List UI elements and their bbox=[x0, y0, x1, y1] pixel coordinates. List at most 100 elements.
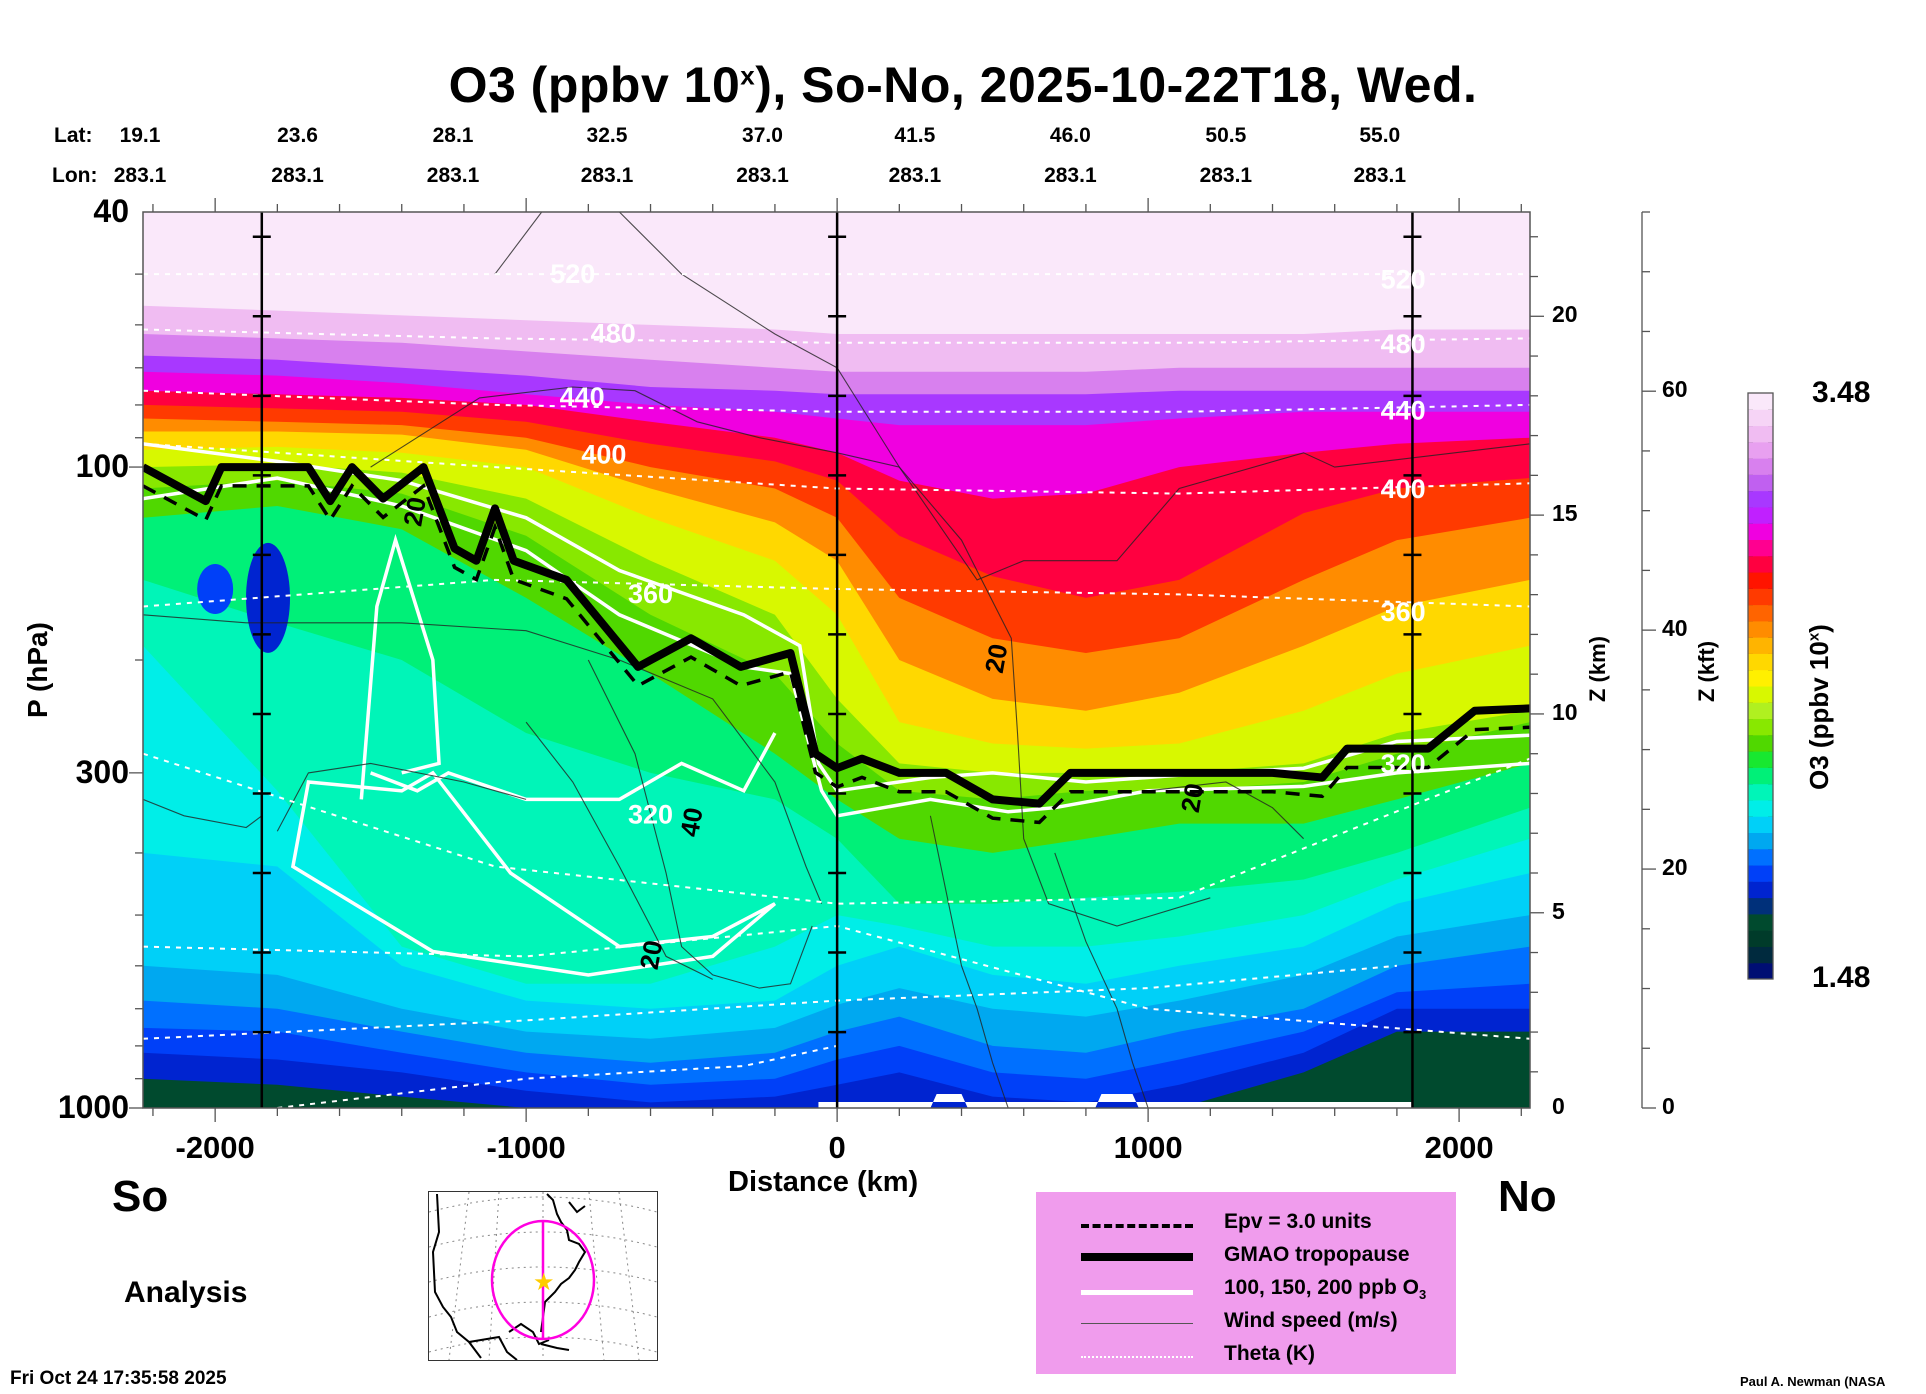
colorbar-swatch bbox=[1748, 962, 1773, 980]
wind-contour-line bbox=[525, 721, 713, 980]
map-graphic: ★ bbox=[428, 1191, 658, 1361]
theta-label-right: 520 bbox=[1381, 265, 1426, 295]
theta-label-right: 400 bbox=[1381, 474, 1426, 504]
ozone-low-pocket bbox=[197, 564, 234, 615]
colorbar-swatch bbox=[1748, 409, 1773, 427]
x-tick-label: -2000 bbox=[175, 1130, 255, 1165]
colorbar-swatch bbox=[1748, 718, 1773, 736]
legend-label: 100, 150, 200 ppb O3 bbox=[1224, 1276, 1426, 1302]
ozone-contour-line bbox=[143, 476, 1530, 818]
theta-label: 400 bbox=[581, 439, 626, 469]
legend: Epv = 3.0 units GMAO tropopause 100, 150, … bbox=[1036, 1192, 1456, 1374]
colorbar-min-label: 1.48 bbox=[1812, 961, 1871, 994]
theta-label-right: 360 bbox=[1381, 597, 1426, 627]
x-tick-label: 2000 bbox=[1424, 1130, 1494, 1165]
theta-label: 480 bbox=[591, 319, 636, 349]
ozone-band bbox=[143, 983, 1530, 1108]
theta-label: 320 bbox=[628, 800, 673, 830]
wind-contour-line bbox=[929, 815, 1009, 1108]
theta-label: 440 bbox=[560, 382, 605, 412]
contour-labels: 520 520 480 480 440 440 400 400 360 360 320 320 20 40… bbox=[397, 259, 1425, 972]
theta-label: 360 bbox=[628, 579, 673, 609]
z-kft-tick-label: 60 bbox=[1662, 376, 1688, 403]
colorbar-swatch bbox=[1748, 669, 1773, 687]
theta-contour-line bbox=[143, 752, 1530, 905]
lon-row-label: Lon: bbox=[52, 164, 98, 187]
legend-label: GMAO tropopause bbox=[1224, 1243, 1410, 1267]
lat-row: Lat: 19.1 23.6 28.1 32.5 37.0 41.5 46.0 50.5 55.… bbox=[0, 124, 1926, 154]
lat-value: 32.5 bbox=[586, 124, 628, 147]
analysis-label: Analysis bbox=[124, 1276, 248, 1309]
lon-value: 283.1 bbox=[1199, 164, 1253, 187]
colorbar-swatch bbox=[1748, 946, 1773, 964]
wind-contour-line bbox=[1054, 852, 1149, 1108]
colorbar-swatch bbox=[1748, 816, 1773, 833]
wind-label: 20 bbox=[397, 495, 432, 529]
lon-value: 283.1 bbox=[888, 164, 942, 187]
colorbar-swatch bbox=[1748, 881, 1773, 899]
z-km-tick-label: 10 bbox=[1552, 698, 1578, 725]
legend-item: Wind speed (m/s) bbox=[1036, 1309, 1456, 1339]
lon-value: 283.1 bbox=[271, 164, 324, 187]
legend-item: 100, 150, 200 ppb O3 bbox=[1036, 1276, 1456, 1306]
z-kft-axis-title: Z (kft) bbox=[1694, 640, 1719, 702]
legend-label: Theta (K) bbox=[1224, 1342, 1315, 1366]
p-tick-label: 1000 bbox=[57, 1089, 129, 1125]
z-km-tick-label: 20 bbox=[1552, 301, 1578, 328]
z-kft-tick-label: 40 bbox=[1662, 615, 1688, 642]
terrain-mask bbox=[818, 1094, 1413, 1108]
theta-contour-line bbox=[277, 1044, 838, 1108]
p-tick-label: 300 bbox=[75, 753, 129, 790]
theta-label-right: 440 bbox=[1381, 395, 1426, 425]
legend-label-text: GMAO tropopause bbox=[1224, 1243, 1410, 1266]
legend-label-subscript: 3 bbox=[1418, 1287, 1427, 1303]
lat-value: 46.0 bbox=[1049, 124, 1091, 147]
wind-label: 20 bbox=[634, 938, 669, 972]
colorbar-frame bbox=[1747, 392, 1774, 980]
colorbar-swatch bbox=[1748, 832, 1773, 850]
z-km-tick-label: 15 bbox=[1552, 500, 1578, 527]
legend-label-text: Wind speed (m/s) bbox=[1224, 1309, 1398, 1332]
ozone-contour-line bbox=[290, 770, 777, 977]
x-tick-label: -1000 bbox=[486, 1130, 566, 1165]
x-tick-label: 0 bbox=[828, 1130, 846, 1165]
colorbar-swatch bbox=[1748, 865, 1773, 882]
legend-swatch-dashed bbox=[1081, 1224, 1193, 1228]
legend-item: Theta (K) bbox=[1036, 1342, 1456, 1372]
center-star-icon: ★ bbox=[533, 1269, 555, 1296]
z-kft-tick-label: 20 bbox=[1662, 854, 1688, 881]
colorbar-swatch bbox=[1748, 637, 1773, 654]
lon-value: 283.1 bbox=[1353, 164, 1407, 187]
north-label: No bbox=[1498, 1172, 1557, 1221]
legend-item: GMAO tropopause bbox=[1036, 1243, 1456, 1273]
z-kft-tick-label: 0 bbox=[1662, 1093, 1675, 1119]
pressure-axis bbox=[129, 273, 143, 1109]
colorbar-swatch bbox=[1748, 913, 1773, 931]
legend-label-text: Epv = 3.0 units bbox=[1224, 1210, 1372, 1233]
lon-value: 283.1 bbox=[1044, 164, 1097, 187]
lon-value: 283.1 bbox=[736, 164, 789, 187]
colorbar-swatch bbox=[1748, 458, 1773, 475]
colorbar-swatch bbox=[1748, 441, 1773, 459]
x-axis-title: Distance (km) bbox=[728, 1166, 919, 1198]
colorbar-swatch bbox=[1748, 620, 1773, 638]
legend-swatch-white bbox=[1081, 1290, 1193, 1295]
lat-value: 19.1 bbox=[119, 124, 161, 147]
colorbar-swatch bbox=[1748, 539, 1773, 557]
colorbar-swatch bbox=[1748, 490, 1773, 508]
tropopause-path bbox=[143, 463, 1530, 808]
legend-label-text: Theta (K) bbox=[1224, 1342, 1315, 1365]
timestamp: Fri Oct 24 17:35:58 2025 bbox=[10, 1368, 227, 1389]
wind-contour-line bbox=[587, 659, 813, 989]
lon-value: 283.1 bbox=[580, 164, 634, 187]
theta-label-right: 480 bbox=[1381, 329, 1426, 359]
colorbar-max-label: 3.48 bbox=[1812, 376, 1871, 409]
ozone-contour-line bbox=[369, 732, 777, 802]
lat-row-label: Lat: bbox=[54, 124, 93, 147]
colorbar-swatch bbox=[1748, 767, 1773, 785]
ozone-contour-line bbox=[359, 533, 441, 800]
colorbar-title: O3 (ppbv 10x) bbox=[1804, 624, 1834, 790]
wind-speed-contours bbox=[143, 212, 1530, 1108]
x-axis bbox=[152, 198, 1522, 1122]
colorbar-swatch bbox=[1748, 523, 1773, 540]
